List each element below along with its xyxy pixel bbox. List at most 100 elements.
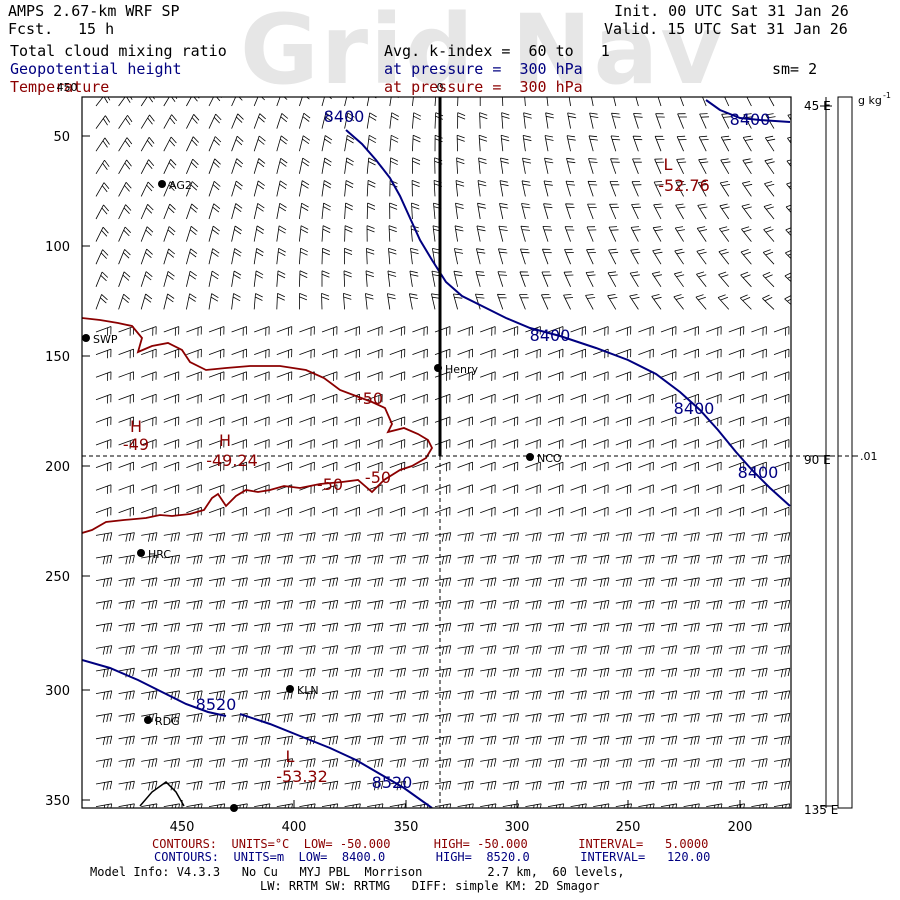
wind-barb	[797, 507, 812, 516]
wind-barb	[797, 327, 812, 336]
wind-barb	[751, 667, 768, 678]
wind-barb	[480, 735, 497, 746]
wind-barb	[253, 203, 265, 220]
wind-barb	[163, 532, 180, 542]
wind-barb	[434, 600, 452, 610]
wind-barb	[741, 226, 752, 242]
wind-barb	[389, 134, 399, 152]
wind-barb	[660, 645, 678, 655]
wind-barb	[389, 713, 406, 723]
wind-barb	[299, 439, 315, 449]
wind-barb	[587, 180, 598, 197]
wind-barb	[299, 667, 316, 678]
wind-barb	[728, 416, 745, 427]
wind-barb	[141, 577, 158, 587]
wind-barb	[751, 758, 768, 768]
wind-barb	[706, 348, 722, 359]
wind-barb	[565, 203, 575, 220]
wind-barb	[276, 416, 293, 427]
wind-barb	[186, 461, 202, 472]
wind-barb	[541, 294, 551, 310]
high-marker: H	[219, 431, 231, 450]
y-tick-label: 250	[45, 570, 70, 585]
wind-barb	[719, 203, 730, 220]
wind-barb	[720, 158, 731, 175]
wind-barb	[253, 97, 265, 107]
wind-barb	[186, 225, 198, 242]
wind-barb	[683, 622, 700, 633]
wind-barb	[525, 348, 541, 359]
wind-barb	[163, 293, 175, 310]
wind-barb	[389, 371, 406, 381]
temperature-contour-north	[82, 317, 434, 534]
wind-barb	[728, 645, 745, 655]
wind-barb	[728, 484, 745, 494]
wind-barb	[542, 248, 552, 265]
wind-barb	[276, 532, 293, 542]
wind-barb	[547, 577, 565, 587]
wind-barb	[751, 645, 768, 655]
wind-barb	[412, 157, 421, 174]
wind-barb	[163, 439, 180, 449]
colorbar	[837, 96, 853, 809]
wind-barb	[141, 667, 158, 678]
wind-barb	[797, 646, 813, 655]
wind-barb	[321, 112, 333, 129]
wind-barb	[660, 713, 678, 723]
station-marker	[137, 549, 145, 557]
wind-barb	[630, 226, 641, 242]
wind-barb	[141, 780, 158, 791]
wind-barb	[698, 158, 709, 174]
wind-barb	[95, 249, 109, 265]
wind-barb	[764, 158, 775, 175]
wind-barb	[163, 416, 180, 427]
wind-barb	[773, 532, 791, 542]
wind-barb	[367, 577, 384, 587]
wind-barb	[763, 203, 775, 220]
y-tick-label: 350	[45, 794, 70, 809]
wind-barb	[500, 157, 509, 174]
wind-barb	[797, 394, 812, 403]
wind-barb	[631, 203, 642, 220]
wind-barb	[797, 600, 813, 609]
wind-barb	[389, 439, 406, 449]
wind-barb	[276, 645, 293, 655]
station-label-rdg: RDG	[155, 715, 180, 728]
wind-barb	[276, 113, 289, 129]
field-cloud-mixing: Total cloud mixing ratio	[10, 42, 227, 60]
wind-barb	[299, 180, 310, 197]
wind-barb	[638, 554, 655, 565]
wind-barb	[742, 135, 753, 152]
wind-barb	[609, 181, 620, 197]
wind-barb	[321, 180, 332, 197]
wind-barb	[186, 554, 203, 565]
wind-barb	[321, 326, 338, 336]
wind-barb	[118, 461, 134, 472]
wind-barb	[412, 371, 428, 381]
wind-barb	[728, 348, 745, 359]
wind-barb	[276, 247, 286, 265]
wind-barb	[679, 97, 684, 107]
wind-barb	[773, 713, 791, 723]
wind-barb	[706, 645, 723, 655]
wind-barb	[773, 735, 791, 746]
wind-barb	[742, 158, 753, 175]
wind-barb	[141, 326, 157, 336]
wind-barb	[118, 226, 131, 242]
wind-barb	[276, 735, 293, 746]
k-index-range: Avg. k-index = 60 to 1	[384, 42, 610, 60]
height-label: 8400	[674, 399, 715, 418]
wind-barb	[655, 113, 665, 129]
wind-barb	[299, 713, 316, 723]
wind-barb	[253, 248, 264, 265]
wind-barb	[299, 97, 310, 107]
wind-barb	[683, 416, 699, 427]
wind-barb	[525, 735, 542, 746]
wind-barb	[231, 577, 248, 587]
wind-barb	[367, 326, 383, 336]
wind-barb	[254, 577, 271, 587]
wind-barb	[638, 690, 655, 700]
station-label-nco: NCO	[537, 452, 562, 465]
wind-barb	[208, 136, 222, 152]
wind-barb	[457, 713, 474, 723]
